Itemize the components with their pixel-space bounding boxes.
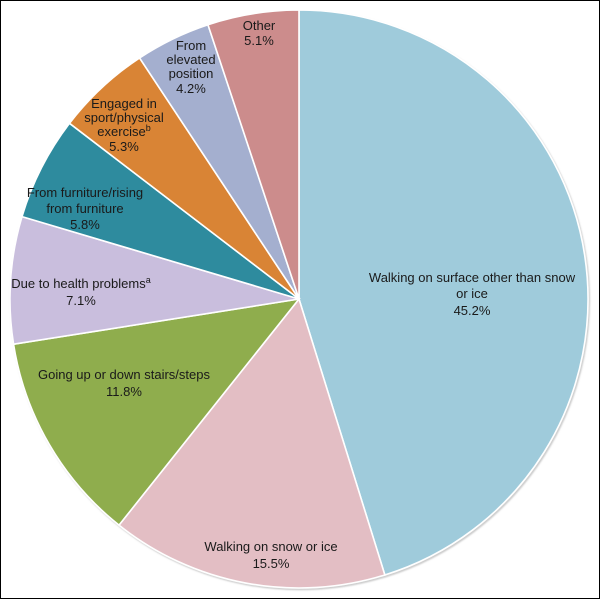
svg-text:Engaged in: Engaged in: [91, 96, 157, 111]
svg-text:Walking on surface other than: Walking on surface other than snow: [369, 270, 576, 285]
svg-text:11.8%: 11.8%: [106, 384, 142, 399]
svg-text:5.8%: 5.8%: [70, 217, 100, 232]
svg-text:45.2%: 45.2%: [454, 303, 491, 318]
svg-text:Walking on snow or ice: Walking on snow or ice: [204, 539, 337, 554]
svg-text:Going up or down stairs/steps: Going up or down stairs/steps: [38, 367, 210, 382]
svg-text:15.5%: 15.5%: [253, 556, 290, 571]
svg-text:elevated: elevated: [166, 52, 215, 67]
svg-text:From furniture/rising: From furniture/rising: [27, 185, 143, 200]
svg-text:sport/physical: sport/physical: [84, 110, 164, 125]
svg-text:position: position: [169, 66, 214, 81]
svg-text:Other: Other: [243, 18, 276, 33]
svg-text:5.3%: 5.3%: [109, 139, 139, 154]
svg-text:or ice: or ice: [456, 286, 488, 301]
svg-text:from furniture: from furniture: [46, 201, 123, 216]
svg-text:exerciseb: exerciseb: [97, 123, 150, 139]
svg-text:Due to health problemsa: Due to health problemsa: [11, 275, 150, 291]
svg-text:4.2%: 4.2%: [176, 81, 206, 96]
svg-text:5.1%: 5.1%: [244, 33, 274, 48]
svg-text:7.1%: 7.1%: [66, 293, 96, 308]
svg-text:From: From: [176, 38, 206, 53]
